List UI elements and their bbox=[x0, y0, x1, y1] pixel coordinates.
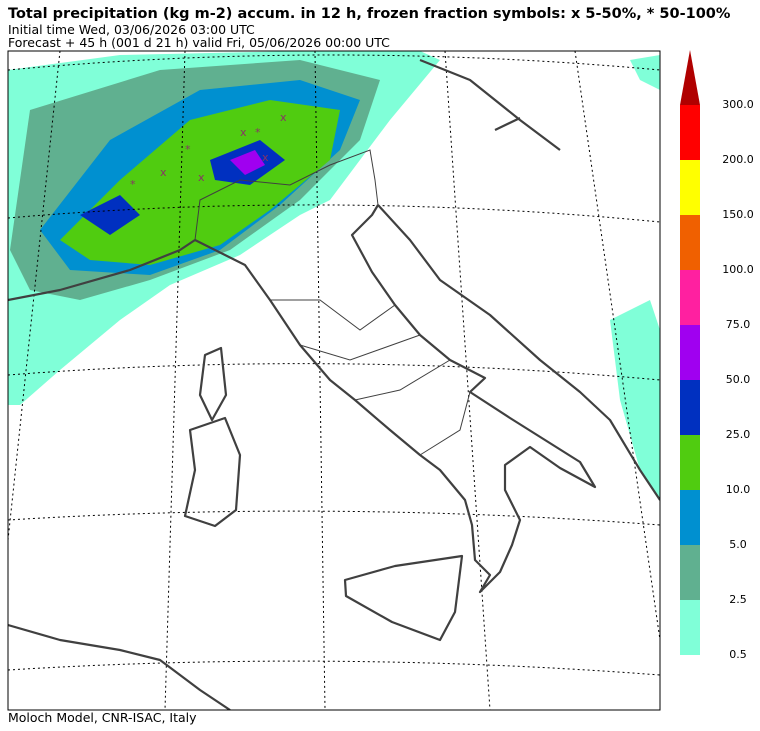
svg-text:*: * bbox=[185, 143, 191, 156]
map-frame bbox=[7, 50, 661, 711]
forecast-time: Forecast + 45 h (001 d 21 h) valid Fri, … bbox=[8, 35, 390, 50]
colorbar-extension bbox=[680, 50, 700, 105]
svg-text:*: * bbox=[130, 178, 136, 191]
colorbar-segment bbox=[680, 325, 700, 380]
svg-text:x: x bbox=[280, 111, 287, 124]
colorbar-segment bbox=[680, 270, 700, 325]
colorbar-label: 5.0 bbox=[729, 538, 747, 551]
svg-text:x: x bbox=[240, 126, 247, 139]
footer: Moloch Model, CNR-ISAC, Italy bbox=[8, 710, 197, 725]
colorbar-segment bbox=[680, 160, 700, 215]
colorbar-label: 25.0 bbox=[726, 428, 751, 441]
svg-text:*: * bbox=[255, 126, 261, 139]
svg-text:x: x bbox=[198, 171, 205, 184]
colorbar-segment bbox=[680, 490, 700, 545]
initial-time: Initial time Wed, 03/06/2026 03:00 UTC bbox=[8, 22, 255, 37]
colorbar-label: 300.0 bbox=[722, 98, 754, 111]
colorbar-label: 50.0 bbox=[726, 373, 751, 386]
title: Total precipitation (kg m-2) accum. in 1… bbox=[8, 6, 731, 22]
borders bbox=[194, 149, 471, 456]
colorbar-label: 0.5 bbox=[729, 648, 747, 661]
svg-text:x: x bbox=[160, 166, 167, 179]
svg-text:x: x bbox=[262, 151, 269, 164]
colorbar-label: 75.0 bbox=[726, 318, 751, 331]
colorbar-segment bbox=[680, 380, 700, 435]
colorbar-segment bbox=[680, 435, 700, 490]
colorbar-label: 150.0 bbox=[722, 208, 754, 221]
colorbar-segment bbox=[680, 215, 700, 270]
precip-area bbox=[610, 55, 660, 500]
colorbar-label: 200.0 bbox=[722, 153, 754, 166]
colorbar-segment bbox=[680, 545, 700, 600]
precip-area bbox=[230, 150, 265, 175]
colorbar-label: 100.0 bbox=[722, 263, 754, 276]
colorbar-segment bbox=[680, 600, 700, 655]
precip-area bbox=[60, 100, 340, 265]
colorbar-segment bbox=[680, 105, 700, 160]
colorbar-label: 2.5 bbox=[729, 593, 747, 606]
coastline bbox=[8, 58, 660, 710]
colorbar-label: 10.0 bbox=[726, 483, 751, 496]
